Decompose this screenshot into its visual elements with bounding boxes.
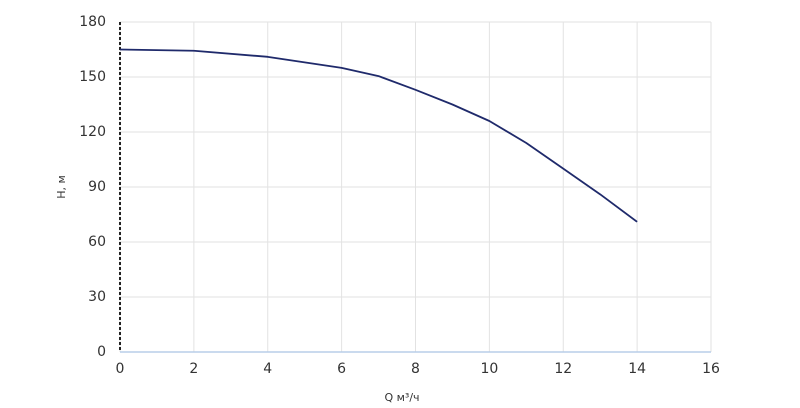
x-axis-label: Q м³/ч — [384, 391, 419, 404]
curve — [119, 48, 638, 223]
x-tick-label: 14 — [628, 361, 646, 377]
x-tick-label: 2 — [189, 361, 198, 377]
y-tick-label: 180 — [79, 14, 106, 30]
y-tick-label: 150 — [79, 69, 106, 85]
x-tick-label: 0 — [116, 361, 125, 377]
y-tick-label: 0 — [97, 344, 106, 360]
y-tick-label: 90 — [88, 179, 106, 195]
y-tick-label: 120 — [79, 124, 106, 140]
x-tick-label: 12 — [554, 361, 572, 377]
x-tick-label: 10 — [480, 361, 498, 377]
y-tick-label: 60 — [88, 234, 106, 250]
x-tick-label: 4 — [263, 361, 272, 377]
x-tick-label: 8 — [411, 361, 420, 377]
x-tick-label: 16 — [702, 361, 720, 377]
y-axis-label: H, м — [55, 175, 68, 199]
x-tick-label: 6 — [337, 361, 346, 377]
y-tick-label: 30 — [88, 289, 106, 305]
